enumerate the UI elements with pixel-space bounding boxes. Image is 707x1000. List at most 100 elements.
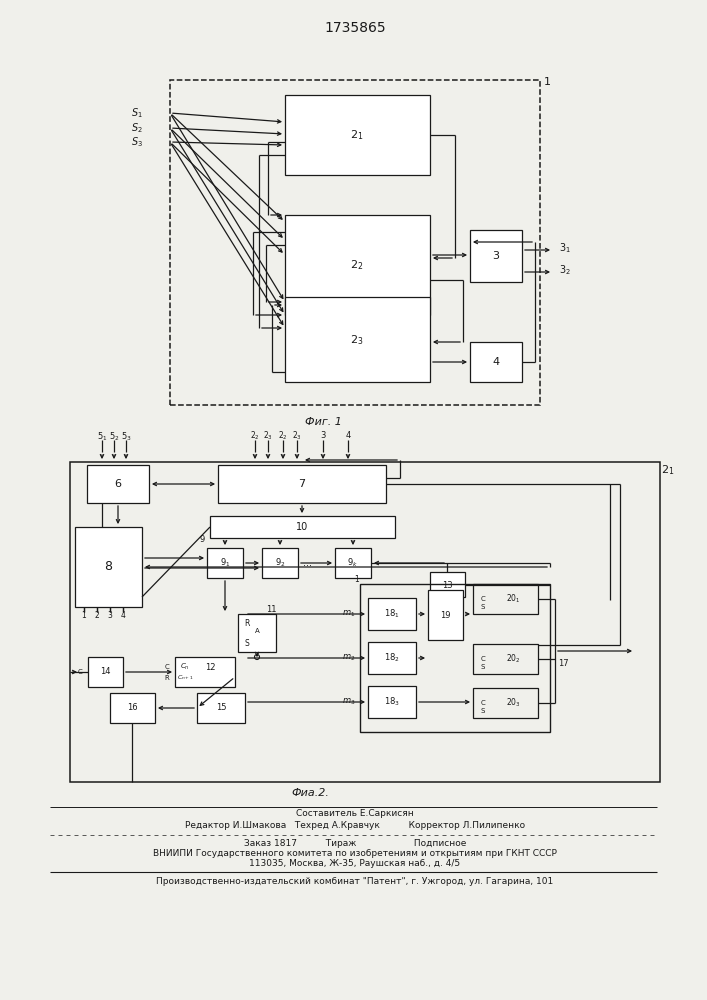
Bar (473, 644, 538, 674)
Bar (335, 548, 371, 578)
Bar (360, 584, 550, 732)
Text: 3: 3 (320, 432, 326, 440)
Bar (218, 465, 386, 503)
Text: $20_1$: $20_1$ (506, 593, 520, 605)
Text: 8: 8 (104, 560, 112, 574)
Text: 12: 12 (205, 662, 215, 672)
Text: S: S (481, 604, 485, 610)
Bar (473, 688, 538, 718)
Text: ВНИИПИ Государственного комитета по изобретениям и открытиям при ГКНТ СССР: ВНИИПИ Государственного комитета по изоб… (153, 850, 557, 858)
Text: $5_2$: $5_2$ (109, 431, 119, 443)
Text: C: C (77, 669, 82, 675)
Bar (368, 598, 416, 630)
Text: $5_3$: $5_3$ (121, 431, 132, 443)
Bar (285, 297, 430, 382)
Text: 1: 1 (354, 576, 359, 584)
Text: Фиг. 1: Фиг. 1 (305, 417, 341, 427)
Bar (368, 686, 416, 718)
Text: A: A (255, 628, 259, 634)
Text: S: S (481, 708, 485, 714)
Text: $9_k$: $9_k$ (348, 557, 358, 569)
Bar (207, 548, 243, 578)
Text: $20_3$: $20_3$ (506, 697, 520, 709)
Text: 19: 19 (440, 610, 450, 619)
Text: Редактор И.Шмакова   Техред А.Кравчук          Корректор Л.Пилипенко: Редактор И.Шмакова Техред А.Кравчук Корр… (185, 820, 525, 830)
Text: 15: 15 (216, 704, 226, 712)
Text: 4: 4 (121, 610, 125, 619)
Text: 1: 1 (544, 77, 551, 87)
Text: 4: 4 (346, 432, 351, 440)
Text: $3_2$: $3_2$ (559, 263, 571, 277)
Text: $18_2$: $18_2$ (384, 652, 400, 664)
Text: Заказ 1817          Тираж                    Подписное: Заказ 1817 Тираж Подписное (244, 838, 466, 848)
Text: 4: 4 (493, 357, 500, 367)
Text: $5_1$: $5_1$ (97, 431, 107, 443)
Bar (470, 342, 522, 382)
Bar (285, 215, 430, 315)
Bar (70, 462, 660, 782)
Text: Составитель Е.Саркисян: Составитель Е.Саркисян (296, 810, 414, 818)
Bar (210, 516, 395, 538)
Text: $S_3$: $S_3$ (131, 135, 143, 149)
Bar (262, 548, 298, 578)
Text: 1: 1 (81, 610, 86, 619)
Text: R: R (245, 618, 250, 628)
Text: $3_1$: $3_1$ (559, 241, 571, 255)
Text: 14: 14 (100, 668, 110, 676)
Text: $9_2$: $9_2$ (275, 557, 286, 569)
Text: $S_2$: $S_2$ (132, 121, 143, 135)
Text: 3: 3 (107, 610, 112, 619)
Bar (175, 657, 235, 687)
Text: $2_1$: $2_1$ (661, 463, 674, 477)
Text: 1735865: 1735865 (325, 21, 386, 35)
Text: $S_1$: $S_1$ (132, 106, 143, 120)
Text: $C_{n+1}$: $C_{n+1}$ (177, 674, 194, 682)
Text: 6: 6 (115, 479, 122, 489)
Text: $18_1$: $18_1$ (384, 608, 400, 620)
Bar (238, 614, 276, 652)
Bar (430, 572, 465, 597)
Text: C: C (481, 656, 486, 662)
Text: $2_2$: $2_2$ (278, 430, 288, 442)
Text: R: R (164, 675, 169, 681)
Text: 10: 10 (296, 522, 308, 532)
Bar (470, 230, 522, 282)
Text: 17: 17 (558, 660, 568, 668)
Text: $2_3$: $2_3$ (263, 430, 273, 442)
Text: ...: ... (303, 558, 312, 568)
Text: 3: 3 (493, 251, 500, 261)
Text: $2_3$: $2_3$ (350, 333, 363, 347)
Text: $2_3$: $2_3$ (292, 430, 302, 442)
Text: 9: 9 (199, 536, 204, 544)
Bar (428, 590, 463, 640)
Bar (473, 584, 538, 614)
Bar (368, 642, 416, 674)
Text: $m_3$: $m_3$ (341, 697, 355, 707)
Text: 16: 16 (127, 704, 137, 712)
Text: C: C (164, 664, 169, 670)
Text: 11: 11 (266, 605, 276, 614)
Bar (75, 527, 142, 607)
Text: 113035, Москва, Ж-35, Раушская наб., д. 4/5: 113035, Москва, Ж-35, Раушская наб., д. … (250, 859, 460, 868)
Text: S: S (245, 639, 250, 648)
Text: 13: 13 (442, 580, 452, 589)
Text: 7: 7 (298, 479, 305, 489)
Text: $C_n$: $C_n$ (180, 662, 189, 672)
Text: S: S (481, 664, 485, 670)
Text: $2_1$: $2_1$ (350, 128, 363, 142)
Bar (285, 95, 430, 175)
Bar (170, 80, 540, 405)
Text: $2_2$: $2_2$ (351, 258, 363, 272)
Text: C: C (481, 700, 486, 706)
Text: $m_1$: $m_1$ (341, 609, 355, 619)
Text: $2_2$: $2_2$ (250, 430, 260, 442)
Bar (88, 657, 123, 687)
Text: $20_2$: $20_2$ (506, 653, 520, 665)
Text: $m_2$: $m_2$ (341, 653, 355, 663)
Text: $18_3$: $18_3$ (384, 696, 400, 708)
Bar (87, 465, 149, 503)
Text: Фиа.2.: Фиа.2. (291, 788, 329, 798)
Text: Производственно-издательский комбинат "Патент", г. Ужгород, ул. Гагарина, 101: Производственно-издательский комбинат "П… (156, 878, 554, 886)
Text: 2: 2 (95, 610, 100, 619)
Bar (110, 693, 155, 723)
